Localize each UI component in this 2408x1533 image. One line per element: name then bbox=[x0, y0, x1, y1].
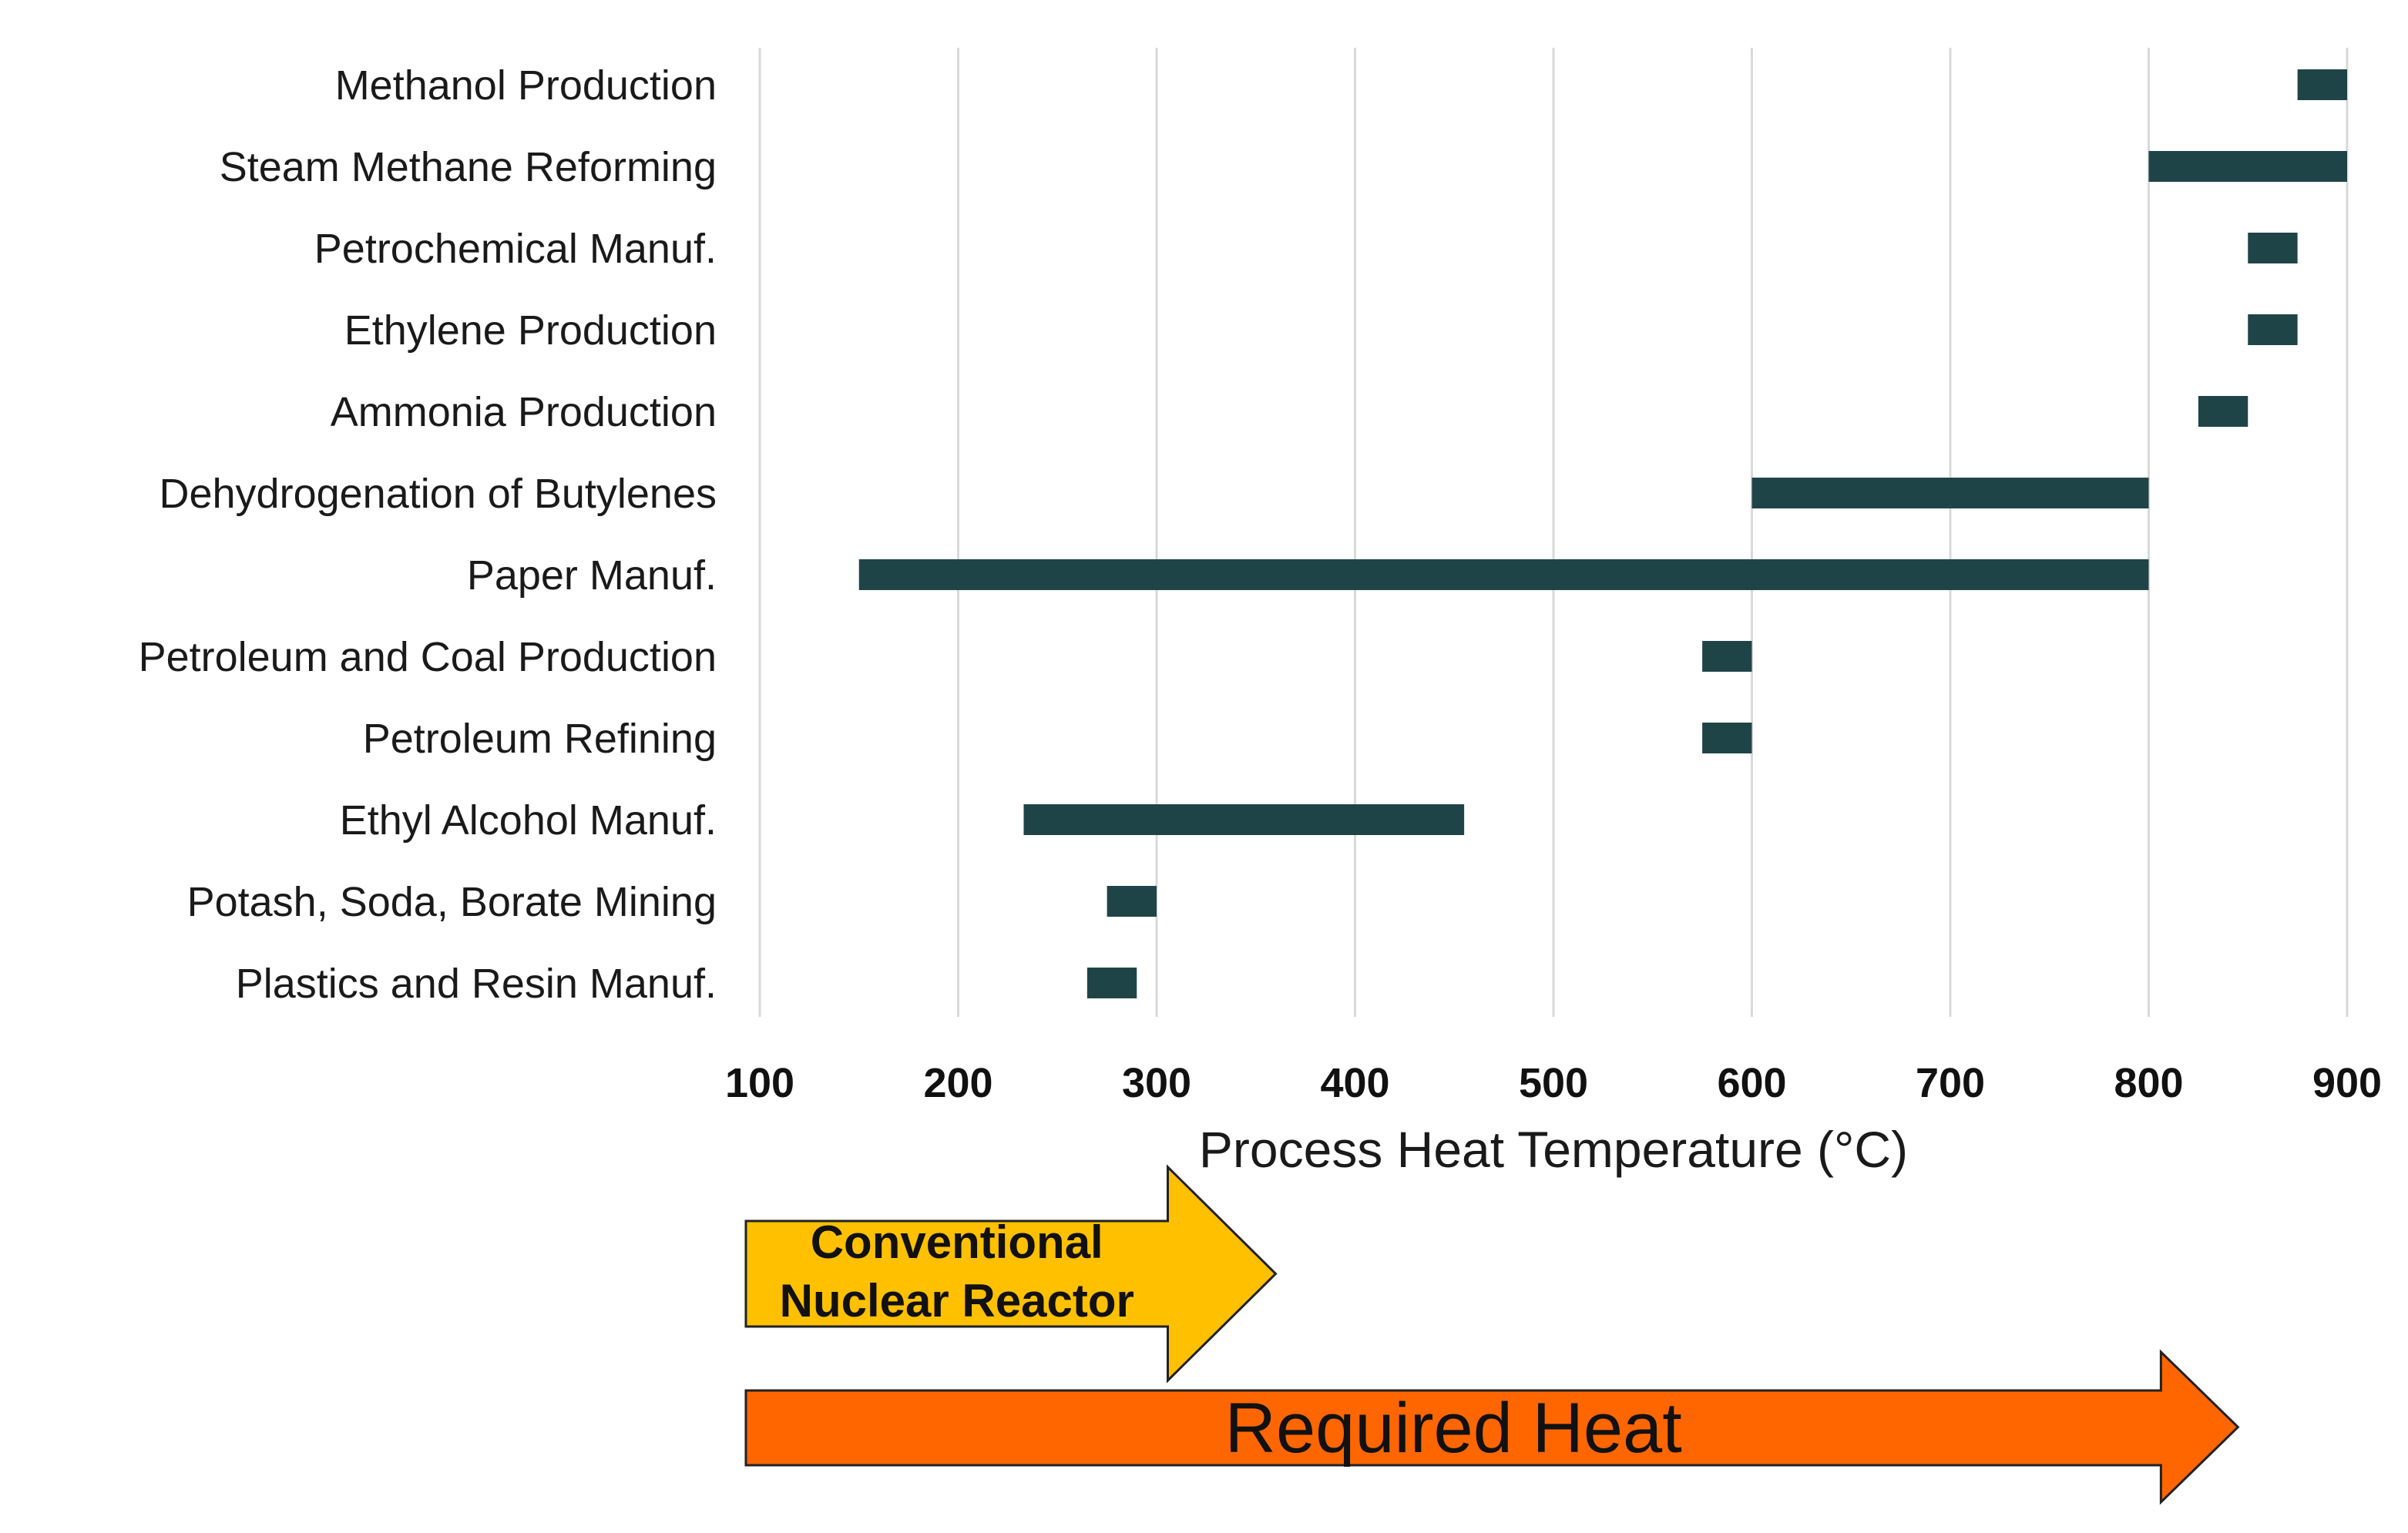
range-bar bbox=[2297, 69, 2347, 100]
x-tick-label: 600 bbox=[1717, 1060, 1786, 1106]
x-tick-label: 200 bbox=[923, 1060, 992, 1106]
x-axis-title: Process Heat Temperature (°C) bbox=[1199, 1121, 1908, 1178]
range-bar bbox=[1023, 804, 1465, 835]
category-label: Methanol Production bbox=[335, 62, 717, 109]
category-label: Plastics and Resin Manuf. bbox=[236, 961, 717, 1007]
x-tick-label: 800 bbox=[2114, 1060, 2183, 1106]
arrow-label: Required Heat bbox=[1225, 1389, 1682, 1468]
category-label: Ethylene Production bbox=[344, 307, 717, 354]
range-bar bbox=[1107, 886, 1157, 917]
arrow-label: Conventional bbox=[811, 1216, 1103, 1268]
category-label: Ethyl Alcohol Manuf. bbox=[340, 797, 717, 844]
range-bar bbox=[2198, 396, 2248, 427]
category-label: Petroleum Refining bbox=[363, 716, 717, 762]
category-label: Steam Methane Reforming bbox=[220, 144, 717, 190]
x-tick-labels: 100 200 300 400 500 600 700 800 900 bbox=[725, 1060, 2382, 1106]
range-bar bbox=[1702, 723, 1752, 753]
gridlines bbox=[758, 48, 2349, 1017]
category-labels: Methanol Production Steam Methane Reformi… bbox=[139, 62, 717, 1007]
range-bar bbox=[1751, 478, 2149, 508]
arrow-shape bbox=[744, 1349, 2240, 1505]
range-bars bbox=[858, 69, 2347, 998]
range-bar bbox=[1702, 641, 1752, 672]
category-label: Petroleum and Coal Production bbox=[139, 634, 717, 680]
x-tick-label: 300 bbox=[1122, 1060, 1191, 1106]
range-bar bbox=[1086, 968, 1137, 998]
temperature-range-arrows: Conventional Nuclear Reactor Required Heat bbox=[744, 1164, 2240, 1505]
x-tick-label: 500 bbox=[1519, 1060, 1588, 1106]
range-bar bbox=[2148, 151, 2347, 182]
x-tick-label: 100 bbox=[725, 1060, 794, 1106]
arrow-shape bbox=[744, 1164, 1278, 1384]
range-bar bbox=[858, 559, 2149, 590]
category-label: Potash, Soda, Borate Mining bbox=[187, 879, 717, 925]
x-tick-label: 900 bbox=[2312, 1060, 2382, 1106]
x-tick-label: 400 bbox=[1320, 1060, 1389, 1106]
category-label: Ammonia Production bbox=[331, 389, 717, 435]
range-bar bbox=[2248, 314, 2298, 345]
x-tick-label: 700 bbox=[1916, 1060, 1985, 1106]
category-label: Petrochemical Manuf. bbox=[314, 226, 717, 272]
arrow-label: Nuclear Reactor bbox=[780, 1275, 1134, 1327]
category-label: Paper Manuf. bbox=[467, 552, 717, 599]
category-label: Dehydrogenation of Butylenes bbox=[160, 471, 717, 517]
range-bar bbox=[2248, 233, 2298, 263]
